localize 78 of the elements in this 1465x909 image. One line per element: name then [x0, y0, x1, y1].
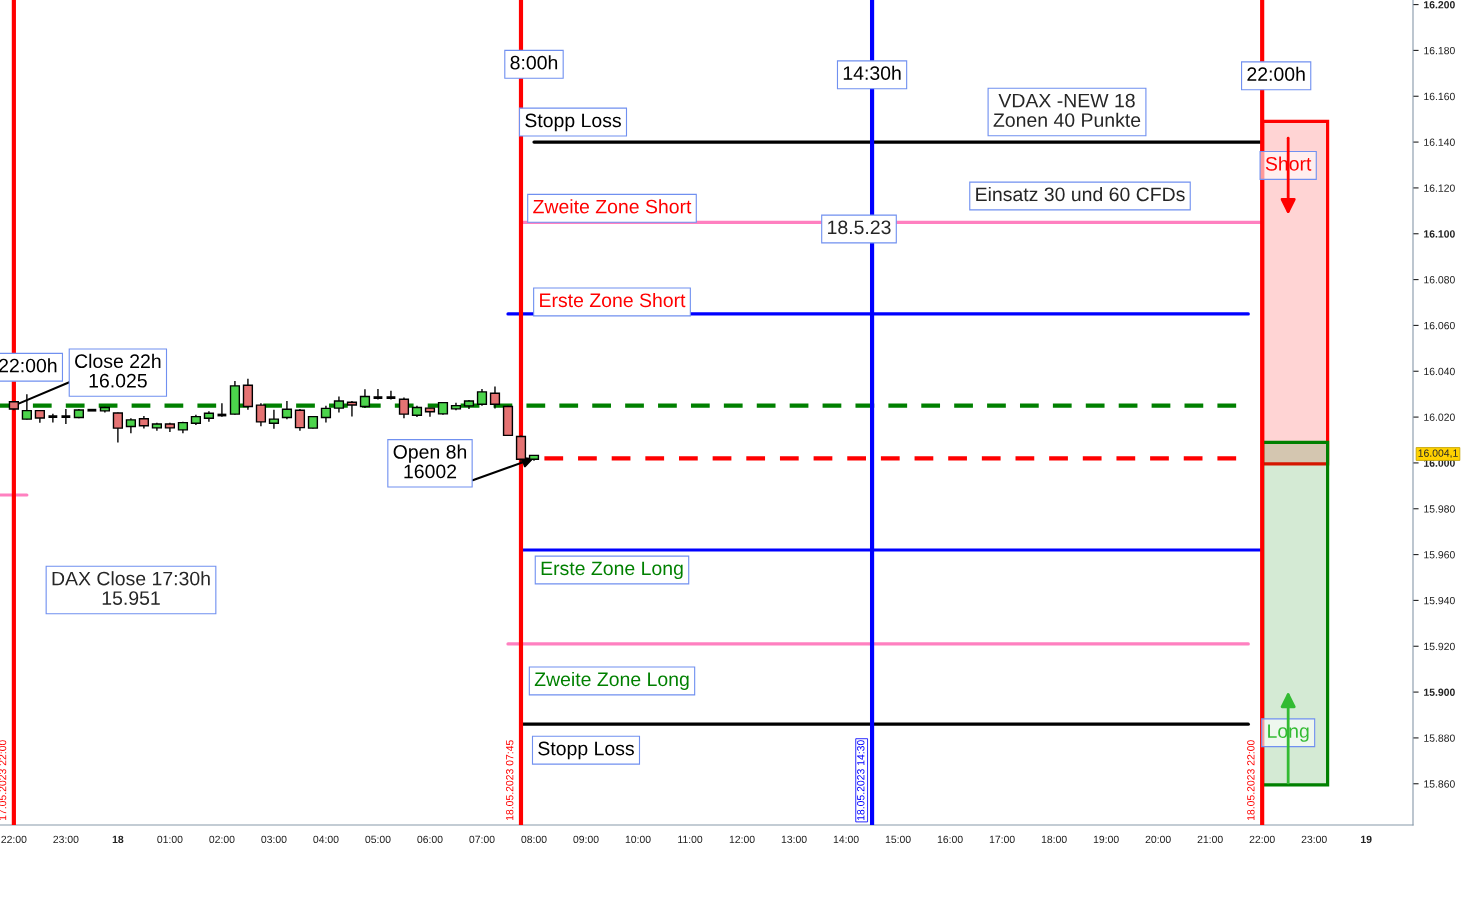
- y-tick-label: 16.140: [1424, 138, 1455, 146]
- text: 16.004,1: [1418, 449, 1458, 459]
- y-tick-label: 16.200: [1424, 1, 1455, 9]
- candlestick: [47, 412, 59, 424]
- x-tick-label: 02:00: [209, 835, 235, 844]
- candlestick: [398, 396, 410, 419]
- y-tick-label: 15.960: [1424, 551, 1455, 559]
- x-tick-label: 13:00: [781, 835, 807, 844]
- annotation: DAX Close 17:30h 15.951: [52, 571, 210, 605]
- x-tick-label: 23:00: [1301, 835, 1327, 844]
- x-tick-label: 07:00: [469, 835, 495, 844]
- annotation: 22:00h: [0, 358, 57, 373]
- annotation: 14:30h: [843, 65, 901, 81]
- x-tick-label: 03:00: [261, 835, 287, 844]
- annotation: Zweite Zone Long: [534, 671, 689, 691]
- candlestick: [346, 400, 358, 418]
- y-tick-label: 15.860: [1424, 780, 1455, 788]
- annotation: Einsatz 30 und 60 CFDs: [976, 186, 1185, 202]
- y-tick-label: 16.040: [1424, 367, 1455, 376]
- candlestick: [112, 411, 124, 444]
- x-tick-label: 19:00: [1093, 835, 1119, 844]
- annotation: VDAX -NEW 18 Zonen 40 Punkte: [993, 93, 1141, 127]
- y-tick-label: 16.000: [1424, 459, 1455, 467]
- x-tick-label: 16:00: [937, 835, 963, 844]
- x-tick-label: 06:00: [417, 835, 443, 844]
- annotation: Stopp Loss: [538, 741, 634, 760]
- annotation: 22:00h: [1247, 66, 1305, 82]
- x-tick-label: 14:00: [833, 835, 859, 844]
- y-tick-label: 15.880: [1424, 734, 1455, 742]
- annotation: 18.5.23: [828, 220, 891, 235]
- annotation: Stopp Loss: [525, 113, 621, 132]
- x-tick-label: 15:00: [885, 835, 911, 844]
- annotation: Zweite Zone Short: [533, 199, 692, 214]
- x-tick-label: 18: [112, 835, 124, 844]
- y-tick-label: 15.940: [1424, 596, 1455, 605]
- y-tick-label: 16.100: [1424, 230, 1455, 238]
- y-tick-label: 16.120: [1424, 184, 1455, 192]
- annotation: Open 8h 16002: [393, 444, 467, 479]
- ref-line-label: 18.05.2023 14:30: [857, 740, 865, 821]
- x-tick-label: 04:00: [313, 835, 339, 844]
- candlestick: [489, 385, 501, 410]
- candlestick: [372, 388, 384, 401]
- candlestick: [60, 408, 72, 425]
- candlestick: [255, 402, 267, 427]
- y-tick-label: 16.020: [1424, 413, 1455, 421]
- x-tick-label: 18:00: [1041, 835, 1067, 844]
- ref-line-label: 18.05.2023 22:00: [1247, 740, 1255, 821]
- x-tick-label: 08:00: [521, 835, 547, 844]
- x-tick-label: 19: [1361, 835, 1372, 844]
- y-tick-label: 15.900: [1424, 688, 1455, 696]
- x-tick-label: 11:00: [678, 835, 703, 844]
- annotation: Erste Zone Long: [541, 561, 683, 580]
- annotation: Erste Zone Short: [540, 292, 686, 308]
- x-tick-label: 17:00: [989, 835, 1015, 844]
- x-tick-label: 21:00: [1197, 835, 1223, 844]
- x-tick-label: 09:00: [573, 835, 599, 844]
- x-tick-label: 20:00: [1145, 835, 1171, 844]
- y-tick-label: 16.060: [1424, 321, 1455, 330]
- y-tick-label: 15.920: [1424, 642, 1455, 651]
- candlestick: [242, 378, 254, 411]
- y-tick-label: 16.160: [1424, 92, 1455, 101]
- annotation: 8:00h: [510, 55, 558, 70]
- y-tick-label: 15.980: [1424, 505, 1455, 513]
- x-tick-label: 12:00: [729, 835, 755, 844]
- candlestick: [268, 409, 280, 430]
- x-tick-label: 05:00: [365, 835, 391, 844]
- candlestick: [294, 408, 306, 432]
- x-tick-label: 10:00: [625, 835, 651, 844]
- x-tick-label: 22:00: [1, 835, 27, 844]
- y-tick-label: 16.080: [1424, 276, 1455, 284]
- y-tick-label: 16.180: [1424, 46, 1455, 55]
- x-tick-label: 22:00: [1249, 835, 1275, 844]
- x-tick-label: 01:00: [157, 835, 183, 844]
- candlestick: [281, 400, 293, 420]
- annotation: Close 22h 16.025: [75, 353, 161, 388]
- x-tick-label: 23:00: [53, 835, 79, 844]
- candlestick: [359, 388, 371, 409]
- ref-line-label: 18.05.2023 07:45: [506, 740, 514, 821]
